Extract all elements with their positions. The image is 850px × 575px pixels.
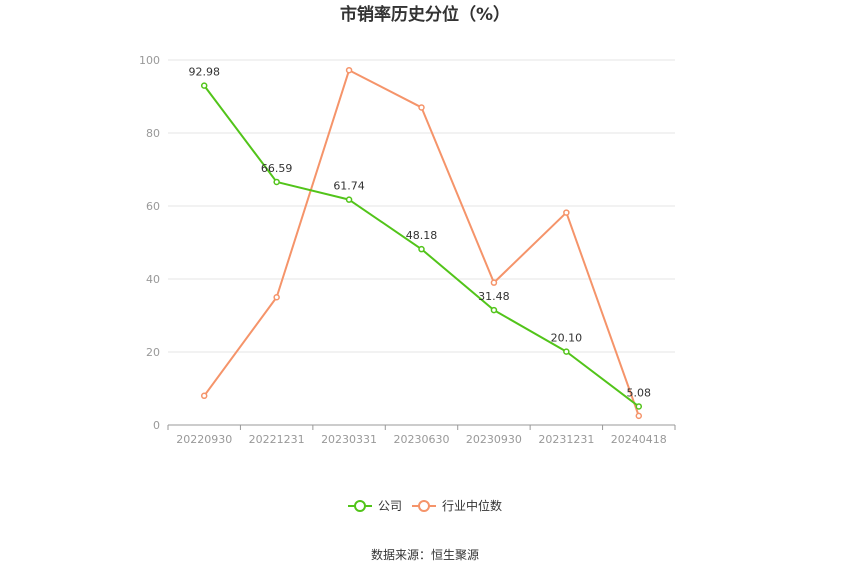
y-tick-label: 40 xyxy=(146,273,160,286)
series xyxy=(200,66,643,420)
legend-label: 行业中位数 xyxy=(442,498,502,513)
y-tick-label: 100 xyxy=(139,54,160,67)
data-point xyxy=(635,412,643,420)
data-point xyxy=(345,66,353,74)
x-tick-label: 20231231 xyxy=(538,433,594,446)
data-point xyxy=(273,178,280,186)
legend: 公司 行业中位数 xyxy=(348,498,502,513)
data-label: 92.98 xyxy=(188,66,220,79)
data-point xyxy=(490,279,498,286)
y-tick-label: 0 xyxy=(153,419,160,432)
x-tick-label: 20230630 xyxy=(394,433,450,446)
data-point xyxy=(273,294,280,301)
data-point xyxy=(418,245,425,253)
data-point xyxy=(563,348,570,355)
legend-label: 公司 xyxy=(378,499,402,513)
grid xyxy=(168,59,675,353)
data-point xyxy=(563,209,570,216)
source-note: 数据来源：恒生聚源 xyxy=(371,547,479,562)
data-point xyxy=(345,196,353,203)
chart-title: 市销率历史分位（%） xyxy=(340,4,510,25)
series-line-1 xyxy=(203,69,640,417)
x-tick-label: 20220930 xyxy=(176,433,232,446)
y-tick-label: 60 xyxy=(146,200,160,213)
data-point xyxy=(418,104,425,111)
legend-swatch-marker xyxy=(354,500,366,512)
x-tick-label: 20230331 xyxy=(321,433,377,446)
x-tick-label: 20240418 xyxy=(611,433,667,446)
y-tick-label: 80 xyxy=(146,127,160,140)
data-label: 61.74 xyxy=(333,180,365,193)
y-tick-label: 20 xyxy=(146,346,160,359)
legend-swatch-marker xyxy=(418,500,430,512)
axes: 0 20 40 60 80 100 20220930 20221231 20230331 2023… xyxy=(139,54,676,446)
data-label: 5.08 xyxy=(627,386,652,399)
x-tick-label: 20230930 xyxy=(466,433,522,446)
data-label: 66.59 xyxy=(261,162,293,175)
data-point xyxy=(200,82,208,89)
data-label: 48.18 xyxy=(406,229,438,242)
legend-item: 公司 xyxy=(348,499,402,513)
data-point xyxy=(490,306,498,314)
data-point xyxy=(635,403,643,410)
data-label: 20.10 xyxy=(551,332,583,345)
x-tick-label: 20221231 xyxy=(249,433,305,446)
data-point xyxy=(200,392,208,400)
data-labels: 92.98 66.59 61.74 48.18 31.48 20.10 5.08 xyxy=(188,66,651,400)
data-label: 31.48 xyxy=(478,290,510,303)
legend-item: 行业中位数 xyxy=(412,498,502,513)
